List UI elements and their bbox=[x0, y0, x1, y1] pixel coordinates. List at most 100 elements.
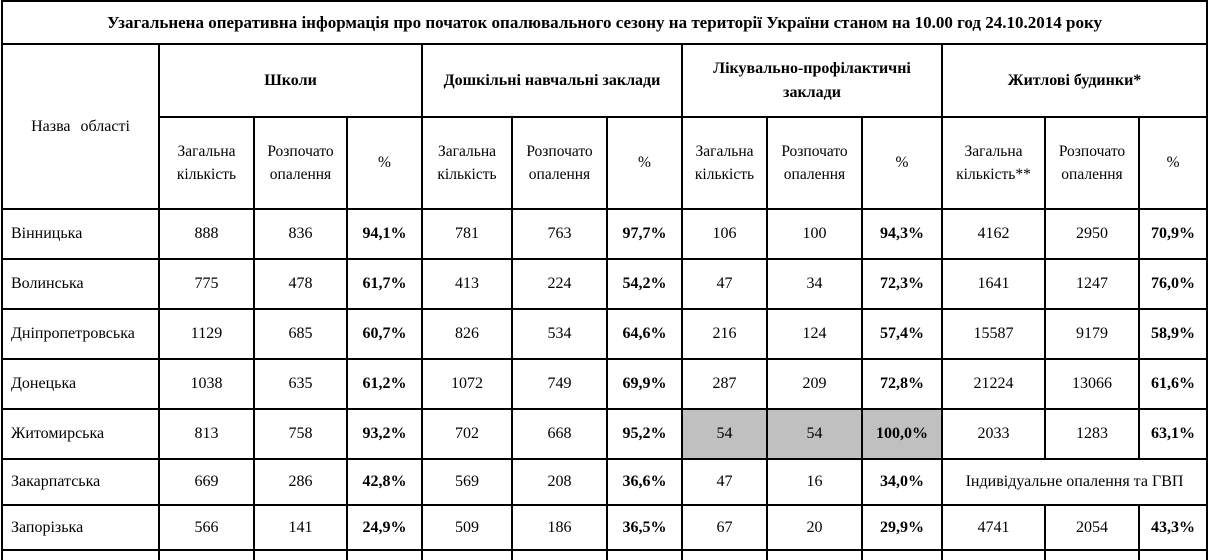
count-cell: 1038 bbox=[158, 358, 255, 410]
count-cell: 209 bbox=[766, 358, 863, 410]
group-header-preschools: Дошкільні навчальні заклади bbox=[421, 43, 683, 118]
count-cell: 4741 bbox=[941, 504, 1046, 551]
count-cell: 67 bbox=[681, 504, 768, 551]
count-cell: 54 bbox=[766, 408, 863, 460]
count-cell: 208 bbox=[511, 458, 608, 506]
percent-cell: 58,9% bbox=[1137, 308, 1209, 360]
count-cell: 2054 bbox=[1044, 504, 1140, 551]
count-cell: 775 bbox=[158, 258, 255, 310]
empty-cell bbox=[606, 549, 683, 560]
count-cell: 569 bbox=[421, 458, 513, 506]
percent-cell: 64,6% bbox=[606, 308, 683, 360]
table-row: Дніпропетровська 1129 685 60,7% 826 534 64,6% 2… bbox=[1, 308, 1209, 360]
subheader-medical-started: Розпочато опалення bbox=[766, 116, 863, 210]
count-cell: 21224 bbox=[941, 358, 1046, 410]
empty-cell bbox=[1044, 549, 1140, 560]
count-cell: 54 bbox=[681, 408, 768, 460]
count-cell: 286 bbox=[253, 458, 348, 506]
count-cell: 702 bbox=[421, 408, 513, 460]
table-row: Закарпатська 669 286 42,8% 569 208 36,6% 47 16 34… bbox=[1, 458, 1209, 506]
empty-cell bbox=[158, 549, 255, 560]
group-header-schools: Школи bbox=[158, 43, 423, 118]
subheader-preschools-started: Розпочато опалення bbox=[511, 116, 608, 210]
percent-cell: 95,2% bbox=[606, 408, 683, 460]
count-cell: 478 bbox=[253, 258, 348, 310]
count-cell: 124 bbox=[766, 308, 863, 360]
percent-cell: 57,4% bbox=[861, 308, 943, 360]
empty-cell bbox=[421, 549, 513, 560]
count-cell: 1641 bbox=[941, 258, 1046, 310]
count-cell: 2033 bbox=[941, 408, 1046, 460]
count-cell: 534 bbox=[511, 308, 608, 360]
region-name: Дніпропетровська bbox=[1, 308, 160, 360]
region-name: Закарпатська bbox=[1, 458, 160, 506]
table-row: Волинська 775 478 61,7% 413 224 54,2% 47 34 72,3%… bbox=[1, 258, 1209, 310]
empty-cell bbox=[253, 549, 348, 560]
empty-cell bbox=[681, 549, 768, 560]
percent-cell: 24,9% bbox=[346, 504, 423, 551]
empty-cell bbox=[1, 549, 160, 560]
sub-header-row: Загальна кількість Розпочато опалення % … bbox=[2, 116, 1209, 210]
count-cell: 224 bbox=[511, 258, 608, 310]
count-cell: 781 bbox=[421, 208, 513, 260]
count-cell: 888 bbox=[158, 208, 255, 260]
count-cell: 413 bbox=[421, 258, 513, 310]
count-cell: 47 bbox=[681, 458, 768, 506]
region-name: Запорізька bbox=[1, 504, 160, 551]
empty-cell bbox=[766, 549, 863, 560]
count-cell: 34 bbox=[766, 258, 863, 310]
table-body: Вінницька 888 836 94,1% 781 763 97,7% 106 100 94,… bbox=[1, 208, 1209, 560]
subheader-schools-total: Загальна кількість bbox=[158, 116, 255, 210]
percent-cell: 94,3% bbox=[861, 208, 943, 260]
count-cell: 106 bbox=[681, 208, 768, 260]
count-cell: 509 bbox=[421, 504, 513, 551]
count-cell: 2950 bbox=[1044, 208, 1140, 260]
group-header-row: Назва області Школи Дошкільні навчальні … bbox=[1, 43, 1209, 210]
percent-cell: 36,6% bbox=[606, 458, 683, 506]
group-header-residential-buildings: Житлові будинки* bbox=[940, 43, 1209, 118]
empty-cell bbox=[941, 549, 1046, 560]
count-cell: 141 bbox=[253, 504, 348, 551]
percent-cell: 61,2% bbox=[346, 358, 423, 410]
percent-cell: 100,0% bbox=[861, 408, 943, 460]
subheader-medical-percent: % bbox=[861, 116, 943, 210]
subheader-preschools-percent: % bbox=[606, 116, 683, 210]
subheader-preschools-total: Загальна кількість bbox=[421, 116, 513, 210]
percent-cell: 61,7% bbox=[346, 258, 423, 310]
percent-cell: 36,5% bbox=[606, 504, 683, 551]
percent-cell: 29,9% bbox=[861, 504, 943, 551]
table-row: Донецька 1038 635 61,2% 1072 749 69,9% 287 209 72… bbox=[1, 358, 1209, 410]
column-header-region-name: Назва області bbox=[1, 43, 160, 210]
count-cell: 669 bbox=[158, 458, 255, 506]
percent-cell: 76,0% bbox=[1137, 258, 1209, 310]
percent-cell: 70,9% bbox=[1137, 208, 1209, 260]
subheader-schools-started: Розпочато опалення bbox=[253, 116, 348, 210]
count-cell: 685 bbox=[253, 308, 348, 360]
percent-cell: 97,7% bbox=[606, 208, 683, 260]
percent-cell: 63,1% bbox=[1137, 408, 1209, 460]
percent-cell: 60,7% bbox=[346, 308, 423, 360]
count-cell: 9179 bbox=[1044, 308, 1140, 360]
percent-cell: 72,3% bbox=[861, 258, 943, 310]
group-header-medical-facilities: Лікувально-профілактичні заклади bbox=[681, 43, 943, 118]
title-row: Узагальнена оперативна інформація про по… bbox=[0, 0, 1209, 45]
empty-cell bbox=[861, 549, 943, 560]
count-cell: 1072 bbox=[421, 358, 513, 410]
region-name: Житомирська bbox=[1, 408, 160, 460]
count-cell: 4162 bbox=[941, 208, 1046, 260]
count-cell: 47 bbox=[681, 258, 768, 310]
individual-heating-note: Індивідуальне опалення та ГВП bbox=[940, 458, 1209, 506]
subheader-residential-started: Розпочато опалення bbox=[1044, 116, 1140, 210]
subheader-residential-percent: % bbox=[1137, 116, 1209, 210]
count-cell: 287 bbox=[681, 358, 768, 410]
count-cell: 13066 bbox=[1044, 358, 1140, 410]
count-cell: 1283 bbox=[1044, 408, 1140, 460]
count-cell: 16 bbox=[766, 458, 863, 506]
percent-cell: 61,6% bbox=[1137, 358, 1209, 410]
count-cell: 763 bbox=[511, 208, 608, 260]
count-cell: 668 bbox=[511, 408, 608, 460]
percent-cell: 42,8% bbox=[346, 458, 423, 506]
empty-cell bbox=[1137, 549, 1209, 560]
table-row: Вінницька 888 836 94,1% 781 763 97,7% 106 100 94,… bbox=[1, 208, 1209, 260]
table-row: Запорізька 566 141 24,9% 509 186 36,5% 67 20 29,9… bbox=[1, 504, 1209, 551]
